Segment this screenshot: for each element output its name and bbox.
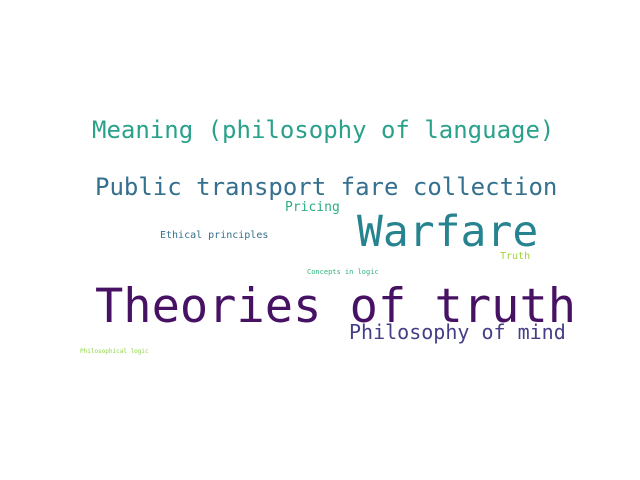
- word-pricing: Pricing: [285, 200, 340, 215]
- word-truth: Truth: [500, 251, 531, 262]
- word-warfare: Warfare: [357, 207, 539, 257]
- word-theories-of-truth: Theories of truth: [95, 279, 577, 334]
- word-meaning-philosophy-of-language: Meaning (philosophy of language): [92, 116, 555, 144]
- word-concepts-in-logic: Concepts in logic: [307, 268, 379, 276]
- word-public-transport-fare-collection: Public transport fare collection: [95, 173, 558, 201]
- word-philosophy-of-mind: Philosophy of mind: [349, 320, 566, 344]
- word-philosophical-logic: Philosophical logic: [80, 348, 149, 355]
- word-ethical-principles: Ethical principles: [160, 230, 269, 241]
